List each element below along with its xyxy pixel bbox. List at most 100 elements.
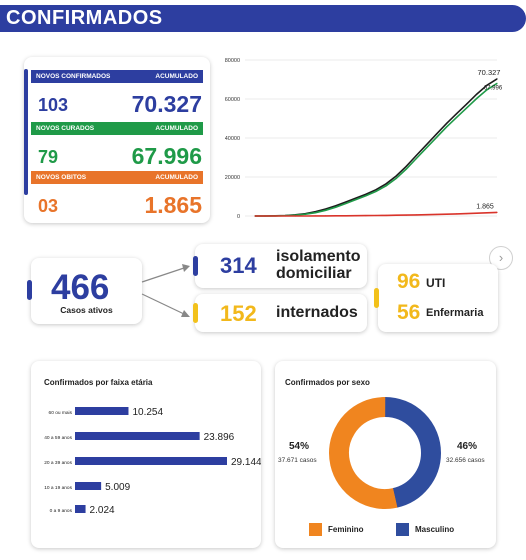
end-value-label: 70.327 [478,68,501,77]
series-point-2 [456,213,458,215]
series-point-2 [264,215,266,217]
series-point-1 [445,126,448,128]
age-chart-card: Confirmados por faixa etária 60 ou mais 1… [31,361,261,548]
series-point-1 [456,116,458,118]
series-point-2 [445,213,448,215]
isolation-value: 314 [220,253,257,278]
stat-new-confirmed: 103 [38,95,69,115]
series-point-1 [476,97,478,100]
age-bar [75,457,227,465]
active-cases-label: Casos ativos [60,305,113,315]
female-percent: 54% [289,441,310,452]
isolation-label-line2: domiciliar [276,265,352,282]
active-cases-card: 466 Casos ativos [27,258,142,324]
next-arrow-button[interactable]: › [489,246,513,270]
donut-slice-female [329,397,441,509]
page-title: CONFIRMADOS [6,7,163,29]
legend-male-swatch [396,523,409,536]
series-point-2 [284,215,286,217]
age-category-label: 0 a 9 anos [50,508,73,514]
active-cases-total: 466 [51,268,110,307]
ward-value: 56 [397,301,421,324]
age-bar-value: 23.896 [204,432,235,443]
stats-card: NOVOS CONFIRMADOS ACUMULADO 103 70.327 N… [24,57,210,223]
stat-label-new-confirmed: NOVOS CONFIRMADOS [36,73,111,80]
stat-acc-confirmed: 70.327 [131,91,202,117]
series-line-1 [255,82,498,217]
series-point-2 [385,214,387,216]
legend-male-label: Masculino [415,525,455,534]
age-bar [75,482,102,490]
age-category-label: 60 ou mais [49,410,73,416]
legend-female-swatch [309,523,322,536]
series-point-1 [345,202,347,205]
age-chart-title: Confirmados por faixa etária [44,378,153,387]
series-point-2 [335,215,337,217]
age-bar-value: 29.144 [231,457,261,468]
series-point-2 [294,215,296,217]
series-point-2 [324,215,327,217]
series-point-1 [395,177,397,179]
arrow-head-up [182,264,190,272]
sex-chart-title: Confirmados por sexo [285,378,370,387]
series-point-0 [355,197,357,199]
series-point-0 [375,189,377,191]
series-point-2 [345,215,347,217]
legend-female-label: Feminino [328,525,364,534]
series-point-1 [335,206,337,208]
male-percent: 46% [457,441,478,452]
stat-header-deaths: NOVOS OBITOS ACUMULADO [31,171,203,184]
series-point-0 [415,154,417,157]
series-point-1 [355,199,357,201]
cumulative-line-chart: 80000 60000 40000 20000 0 70.327 67.996 1.865 [225,58,503,220]
series-point-0 [445,122,448,124]
series-point-2 [486,212,488,214]
series-point-1 [314,212,317,214]
female-cases: 37.671 casos [278,457,317,464]
male-cases: 32.656 casos [446,457,485,464]
series-point-0 [345,201,347,203]
age-bar-value: 10.254 [132,407,163,418]
active-cases-accent [27,280,32,300]
hospitalized-card: 152 internados [193,294,367,332]
isolation-label-line1: isolamento [276,248,361,265]
series-point-0 [496,78,498,80]
age-bar-chart: 60 ou mais 10.254 40 a 59 anos 23.896 20 a 3… [44,407,261,516]
series-point-0 [405,165,407,167]
y-tick-label: 0 [237,214,240,220]
stat-acc-cured: 67.996 [131,143,202,169]
hospitalized-value: 152 [220,301,257,326]
series-point-2 [375,214,377,217]
age-bar-value: 5.009 [105,482,130,493]
age-bar [75,407,129,415]
series-point-0 [476,93,478,95]
series-point-2 [496,211,498,213]
series-point-0 [486,84,488,86]
y-tick-label: 80000 [225,58,240,64]
stat-new-deaths: 03 [38,196,59,216]
stat-label-accumulated: ACUMULADO [155,73,198,80]
end-value-label: 67.996 [484,85,503,91]
age-category-label: 40 a 59 anos [44,435,72,441]
series-point-0 [456,113,458,115]
series-point-2 [435,213,438,216]
header-bar: CONFIRMADOS [0,5,526,32]
series-point-1 [415,157,417,160]
series-point-1 [435,136,438,139]
stat-acc-deaths: 1.865 [144,192,202,218]
series-point-0 [425,144,428,146]
age-bar-value: 2.024 [90,505,115,516]
series-line-0 [255,78,498,217]
age-category-label: 20 a 39 anos [44,460,72,466]
series-point-2 [425,214,428,216]
series-point-0 [324,208,327,210]
isolation-accent [193,256,198,276]
sex-donut-chart [329,397,441,509]
y-tick-label: 20000 [225,175,240,181]
isolation-label: isolamento domiciliar [276,248,360,282]
series-point-1 [385,185,387,187]
series-point-2 [274,215,276,217]
series-point-2 [355,215,357,217]
series-point-1 [324,209,327,211]
icu-label: UTI [426,276,446,290]
